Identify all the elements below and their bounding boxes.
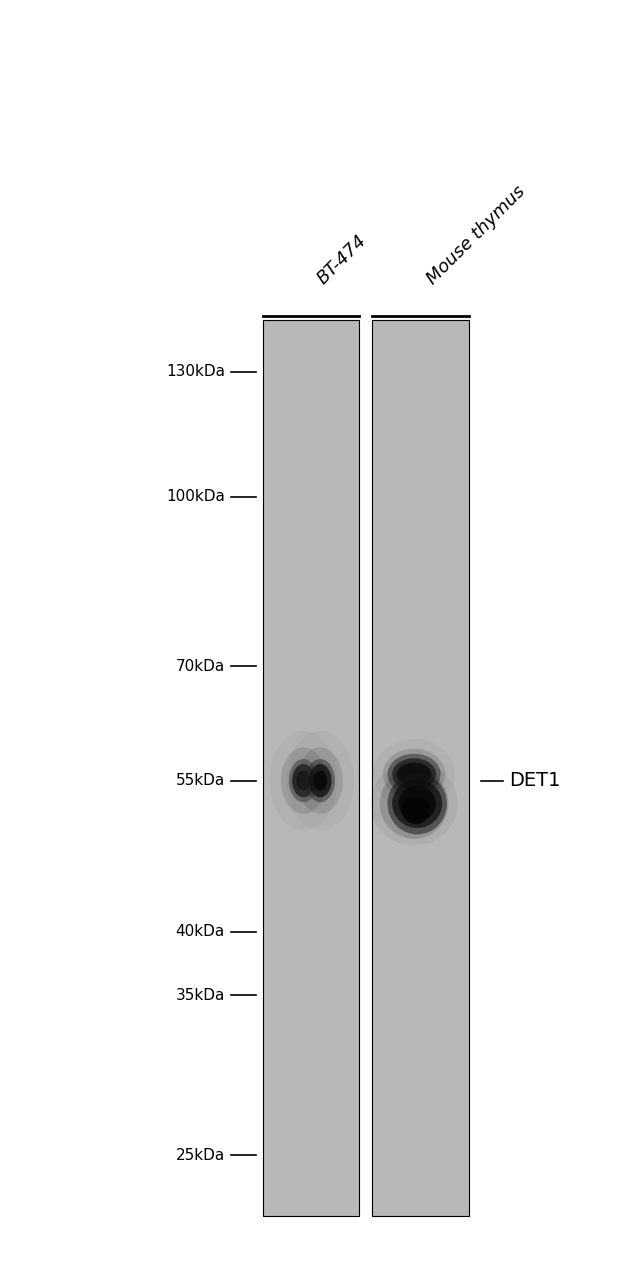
- Ellipse shape: [289, 759, 318, 803]
- Bar: [262, 320, 359, 1216]
- Bar: [372, 320, 469, 1216]
- Text: 55kDa: 55kDa: [176, 773, 225, 788]
- Text: 100kDa: 100kDa: [166, 489, 225, 504]
- Ellipse shape: [388, 773, 447, 835]
- Ellipse shape: [314, 771, 327, 791]
- Text: 70kDa: 70kDa: [176, 658, 225, 673]
- Ellipse shape: [297, 771, 310, 791]
- Ellipse shape: [298, 748, 343, 814]
- Text: 35kDa: 35kDa: [176, 988, 225, 1004]
- Text: BT-474: BT-474: [314, 232, 371, 288]
- Ellipse shape: [380, 768, 449, 838]
- Ellipse shape: [292, 764, 314, 797]
- Ellipse shape: [306, 759, 335, 803]
- Text: 130kDa: 130kDa: [166, 365, 225, 379]
- Ellipse shape: [286, 731, 354, 831]
- Text: 25kDa: 25kDa: [176, 1148, 225, 1162]
- Ellipse shape: [370, 762, 458, 845]
- Ellipse shape: [281, 748, 326, 814]
- Ellipse shape: [392, 758, 436, 790]
- Text: DET1: DET1: [509, 771, 561, 790]
- Ellipse shape: [388, 754, 441, 795]
- Ellipse shape: [399, 786, 436, 822]
- Text: 40kDa: 40kDa: [176, 924, 225, 940]
- Ellipse shape: [374, 739, 455, 809]
- Ellipse shape: [392, 780, 442, 828]
- Ellipse shape: [397, 763, 431, 786]
- Ellipse shape: [269, 731, 338, 831]
- Ellipse shape: [309, 764, 331, 797]
- Ellipse shape: [402, 796, 430, 824]
- Text: Mouse thymus: Mouse thymus: [424, 182, 529, 288]
- Ellipse shape: [382, 749, 445, 800]
